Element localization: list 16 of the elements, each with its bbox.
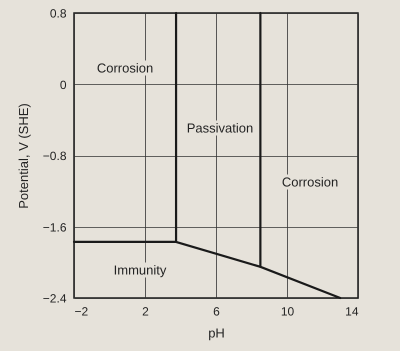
y-tick-label: 0.8 xyxy=(50,6,67,20)
annotation: Passivation xyxy=(184,120,256,136)
x-tick-label: 6 xyxy=(213,304,220,318)
y-tick-label: 0 xyxy=(60,78,67,92)
y-tick-label: −1.6 xyxy=(42,220,67,234)
y-axis-title: Potential, V (SHE) xyxy=(16,103,31,209)
x-axis-title: pH xyxy=(208,326,225,340)
annotation: Immunity xyxy=(112,262,168,278)
y-tick-label: −0.8 xyxy=(42,149,67,163)
y-tick-label: −2.4 xyxy=(42,292,67,306)
x-tick-label: −2 xyxy=(74,304,89,318)
x-tick-label: 14 xyxy=(345,304,359,318)
x-tick-label: 10 xyxy=(280,304,294,318)
annotation: Corrosion xyxy=(94,60,156,76)
annotation: Corrosion xyxy=(280,174,340,190)
x-tick-label: 2 xyxy=(142,304,150,318)
